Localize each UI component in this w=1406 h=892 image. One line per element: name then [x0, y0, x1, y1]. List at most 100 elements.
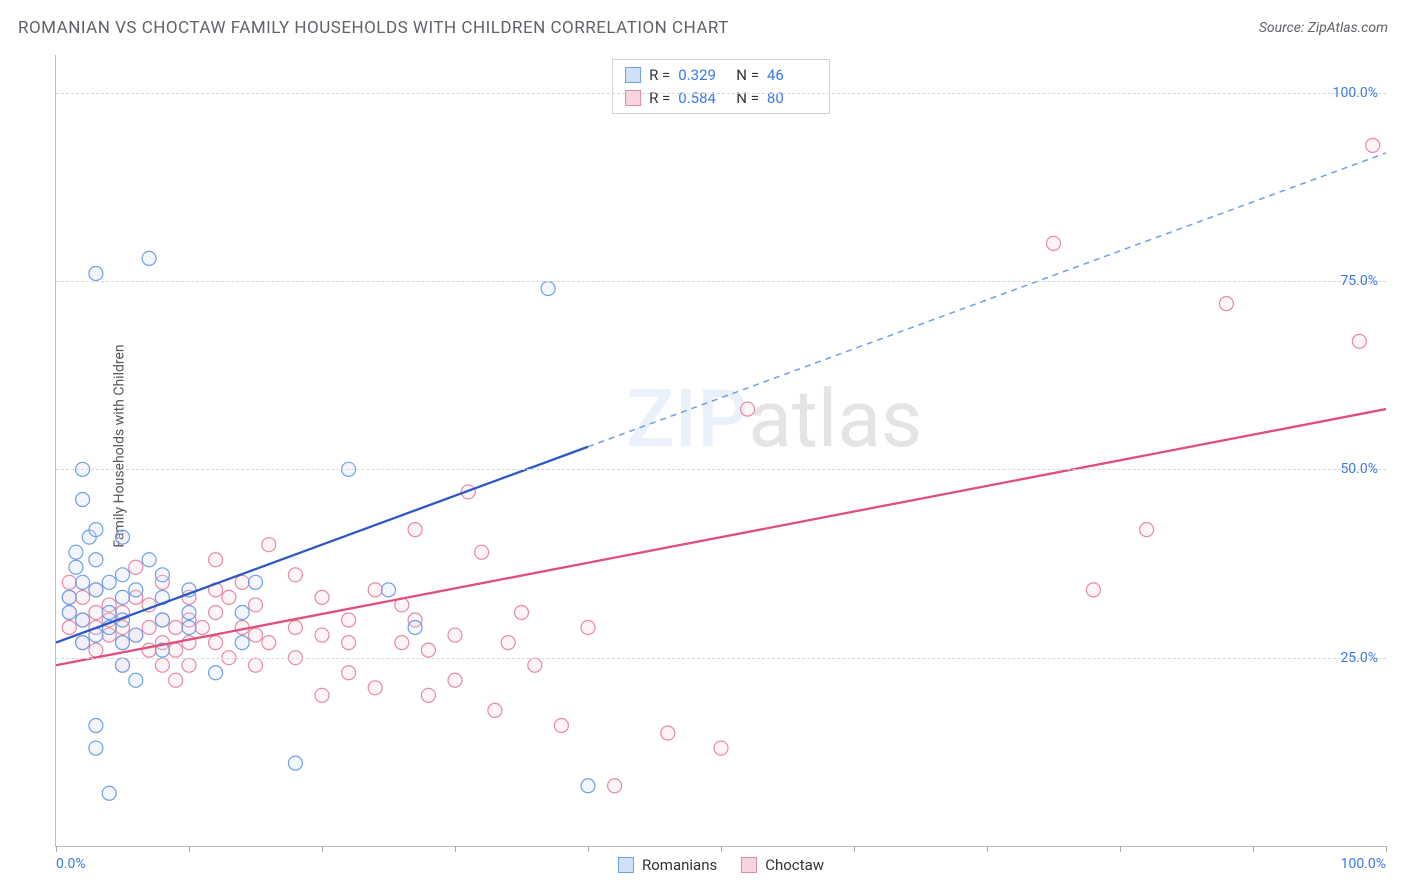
gridline — [56, 469, 1386, 470]
r-value: 0.584 — [678, 87, 728, 110]
data-point — [421, 643, 435, 657]
data-point — [116, 568, 130, 582]
x-tick — [721, 846, 722, 852]
data-point — [249, 575, 263, 589]
data-point — [448, 673, 462, 687]
data-point — [129, 673, 143, 687]
data-point — [528, 658, 542, 672]
n-label: N = — [736, 64, 759, 87]
data-point — [89, 583, 103, 597]
data-point — [501, 636, 515, 650]
legend-label: Romanians — [642, 856, 717, 874]
scatter-chart: ZIPatlas R =0.329N =46R =0.584N =80 Roma… — [55, 55, 1386, 847]
y-tick-label: 100.0% — [1333, 85, 1378, 101]
data-point — [116, 590, 130, 604]
source-attribution: Source: ZipAtlas.com — [1259, 20, 1388, 36]
x-tick — [189, 846, 190, 852]
r-label: R = — [649, 64, 670, 87]
data-point — [262, 636, 276, 650]
trend-line — [56, 409, 1386, 665]
data-point — [342, 636, 356, 650]
data-point — [541, 282, 555, 296]
legend-swatch — [625, 67, 641, 83]
data-point — [515, 605, 529, 619]
data-point — [1219, 297, 1233, 311]
legend-item: Romanians — [618, 856, 717, 874]
plot-svg — [56, 55, 1386, 846]
data-point — [209, 605, 223, 619]
data-point — [182, 658, 196, 672]
data-point — [116, 530, 130, 544]
data-point — [62, 605, 76, 619]
data-point — [608, 779, 622, 793]
data-point — [155, 613, 169, 627]
data-point — [209, 636, 223, 650]
chart-title: ROMANIAN VS CHOCTAW FAMILY HOUSEHOLDS WI… — [18, 18, 729, 38]
data-point — [209, 666, 223, 680]
data-point — [69, 560, 83, 574]
data-point — [102, 575, 116, 589]
data-point — [554, 718, 568, 732]
source-label: Source: — [1259, 20, 1304, 36]
gridline — [56, 658, 1386, 659]
data-point — [209, 553, 223, 567]
x-tick-label: 100.0% — [1341, 856, 1386, 872]
data-point — [368, 681, 382, 695]
legend-label: Choctaw — [765, 856, 824, 874]
data-point — [342, 666, 356, 680]
data-point — [155, 568, 169, 582]
stats-legend-box: R =0.329N =46R =0.584N =80 — [612, 59, 830, 114]
data-point — [488, 703, 502, 717]
x-tick-label: 0.0% — [56, 856, 86, 872]
data-point — [315, 590, 329, 604]
data-point — [89, 553, 103, 567]
data-point — [475, 545, 489, 559]
legend-swatch — [618, 857, 634, 873]
data-point — [315, 688, 329, 702]
data-point — [129, 560, 143, 574]
data-point — [661, 726, 675, 740]
data-point — [1086, 583, 1100, 597]
legend-item: Choctaw — [741, 856, 824, 874]
data-point — [76, 575, 90, 589]
n-value: 80 — [767, 87, 817, 110]
gridline — [56, 93, 1386, 94]
data-point — [155, 658, 169, 672]
data-point — [169, 643, 183, 657]
data-point — [69, 545, 83, 559]
data-point — [1047, 236, 1061, 250]
stats-row: R =0.329N =46 — [625, 64, 817, 87]
data-point — [249, 658, 263, 672]
data-point — [129, 628, 143, 642]
data-point — [1366, 138, 1380, 152]
data-point — [89, 605, 103, 619]
data-point — [142, 621, 156, 635]
y-tick-label: 50.0% — [1340, 461, 1378, 477]
data-point — [129, 583, 143, 597]
x-tick — [854, 846, 855, 852]
x-tick — [588, 846, 589, 852]
legend-swatch — [741, 857, 757, 873]
source-value: ZipAtlas.com — [1308, 20, 1388, 36]
n-value: 46 — [767, 64, 817, 87]
data-point — [102, 786, 116, 800]
data-point — [342, 613, 356, 627]
data-point — [195, 621, 209, 635]
series-legend: Romanians Choctaw — [618, 856, 824, 874]
data-point — [169, 621, 183, 635]
x-tick — [1386, 846, 1387, 852]
data-point — [116, 636, 130, 650]
data-point — [249, 628, 263, 642]
x-tick — [1253, 846, 1254, 852]
data-point — [395, 636, 409, 650]
data-point — [76, 613, 90, 627]
data-point — [89, 523, 103, 537]
data-point — [62, 575, 76, 589]
gridline — [56, 281, 1386, 282]
data-point — [89, 741, 103, 755]
data-point — [235, 605, 249, 619]
data-point — [741, 402, 755, 416]
data-point — [76, 636, 90, 650]
data-point — [262, 538, 276, 552]
data-point — [448, 628, 462, 642]
